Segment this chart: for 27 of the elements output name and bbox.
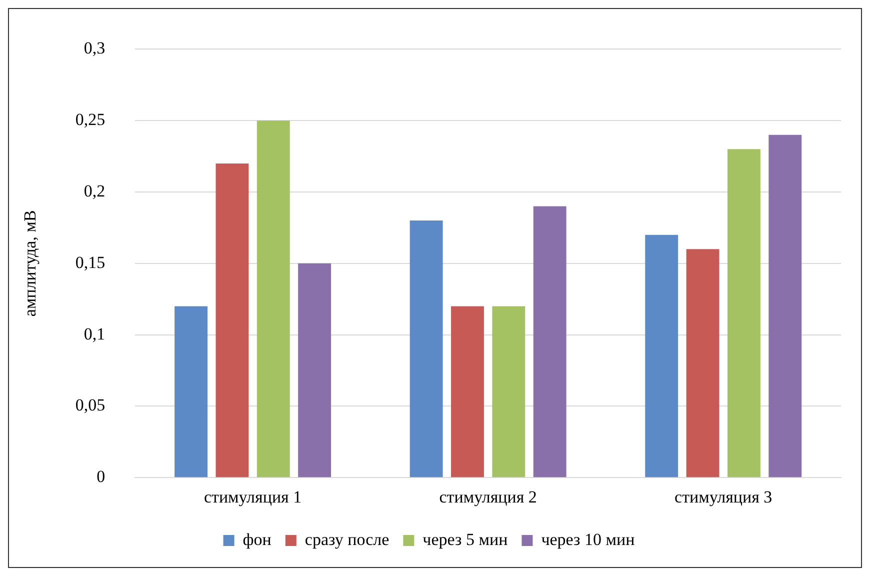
bar <box>768 134 802 478</box>
y-axis-title: амплитуда, мВ <box>20 210 40 317</box>
bar <box>686 249 720 478</box>
bar <box>451 306 484 478</box>
legend-label: через 10 мин <box>541 530 635 549</box>
y-tick-label: 0,05 <box>75 396 106 415</box>
bar <box>492 306 526 478</box>
bar <box>216 163 249 478</box>
x-tick-label: стимуляция 3 <box>674 487 772 506</box>
legend-label: сразу после <box>304 530 390 549</box>
bar <box>256 120 290 478</box>
legend-label: фон <box>242 530 272 549</box>
bar <box>410 220 443 478</box>
y-tick-label: 0,15 <box>75 252 106 272</box>
y-tick-label: 0,3 <box>84 38 106 58</box>
bar <box>533 206 566 478</box>
bar <box>174 306 208 478</box>
x-tick-label: стимуляция 1 <box>204 487 302 506</box>
bar <box>298 263 332 478</box>
legend-label: через 5 мин <box>422 530 508 549</box>
y-tick-label: 0,25 <box>75 110 106 130</box>
bar <box>727 149 760 478</box>
y-tick-label: 0 <box>96 467 106 486</box>
bar <box>645 234 678 478</box>
y-tick-label: 0,2 <box>84 181 106 200</box>
x-tick-label: стимуляция 2 <box>439 487 537 506</box>
y-tick-label: 0,1 <box>84 324 106 344</box>
